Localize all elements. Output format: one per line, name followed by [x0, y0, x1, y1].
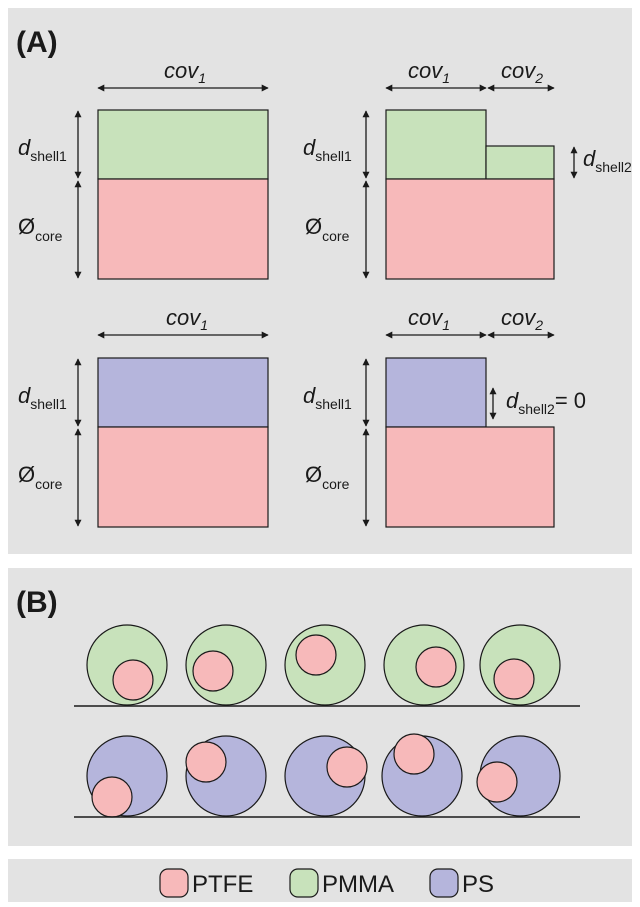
panel-a-label: (A) [16, 26, 58, 59]
ptfe-core-circle [415, 646, 457, 688]
cov2-label: cov2 [501, 58, 543, 86]
dshell2-zero-label: dshell2= 0 [506, 388, 586, 417]
core-rect [385, 426, 555, 528]
shell1-rect [385, 357, 487, 428]
legend: PTFE PMMA PS [159, 868, 494, 898]
legend-background [8, 859, 632, 902]
dshell1-label: dshell1 [303, 383, 352, 412]
shell2-rect [485, 145, 555, 180]
cov1-label: cov1 [408, 305, 450, 333]
legend-swatch-ps [429, 868, 459, 898]
cov1-label: cov1 [166, 305, 208, 333]
diagram-top-left: cov1 dshell1 Øcore [18, 58, 269, 280]
ptfe-core-circle [326, 746, 368, 788]
legend-swatch-ptfe [159, 868, 189, 898]
cov1-label: cov1 [408, 58, 450, 86]
dshell1-label: dshell1 [303, 135, 352, 164]
cov1-label: cov1 [164, 58, 206, 86]
shell1-rect [97, 357, 269, 428]
ptfe-core-circle [185, 741, 227, 783]
ptfe-core-circle [91, 776, 133, 818]
core-rect [97, 178, 269, 280]
cov2-label: cov2 [501, 305, 543, 333]
dshell1-label: dshell1 [18, 383, 67, 412]
shell1-rect [385, 109, 487, 180]
ptfe-core-circle [112, 659, 154, 701]
ptfe-core-circle [192, 650, 234, 692]
ptfe-core-circle [393, 733, 435, 775]
dshell1-label: dshell1 [18, 135, 67, 164]
core-rect [97, 426, 269, 528]
legend-label-pmma: PMMA [322, 871, 394, 898]
core-rect [385, 178, 555, 280]
dshell2-label: dshell2 [583, 146, 632, 175]
core-diameter-label: Øcore [305, 214, 350, 244]
ptfe-core-circle [476, 761, 518, 803]
ptfe-core-circle [295, 634, 337, 676]
ptfe-core-circle [493, 658, 535, 700]
core-diameter-label: Øcore [18, 462, 63, 492]
core-diameter-label: Øcore [305, 462, 350, 492]
diagram-bottom-left: cov1 dshell1 Øcore [18, 305, 269, 528]
legend-swatch-pmma [289, 868, 319, 898]
ps-particle-row [74, 733, 580, 818]
diagram-bottom-right: cov1 cov2 dshell1 Øcore dshell2= 0 [303, 305, 586, 528]
legend-label-ptfe: PTFE [192, 871, 253, 898]
panel-b-label: (B) [16, 586, 58, 619]
legend-label-ps: PS [462, 871, 494, 898]
shell1-rect [97, 109, 269, 180]
core-diameter-label: Øcore [18, 214, 63, 244]
pmma-particle-row [74, 624, 580, 707]
diagram-top-right: cov1 cov2 dshell1 Øcore dshell2 [303, 58, 632, 280]
